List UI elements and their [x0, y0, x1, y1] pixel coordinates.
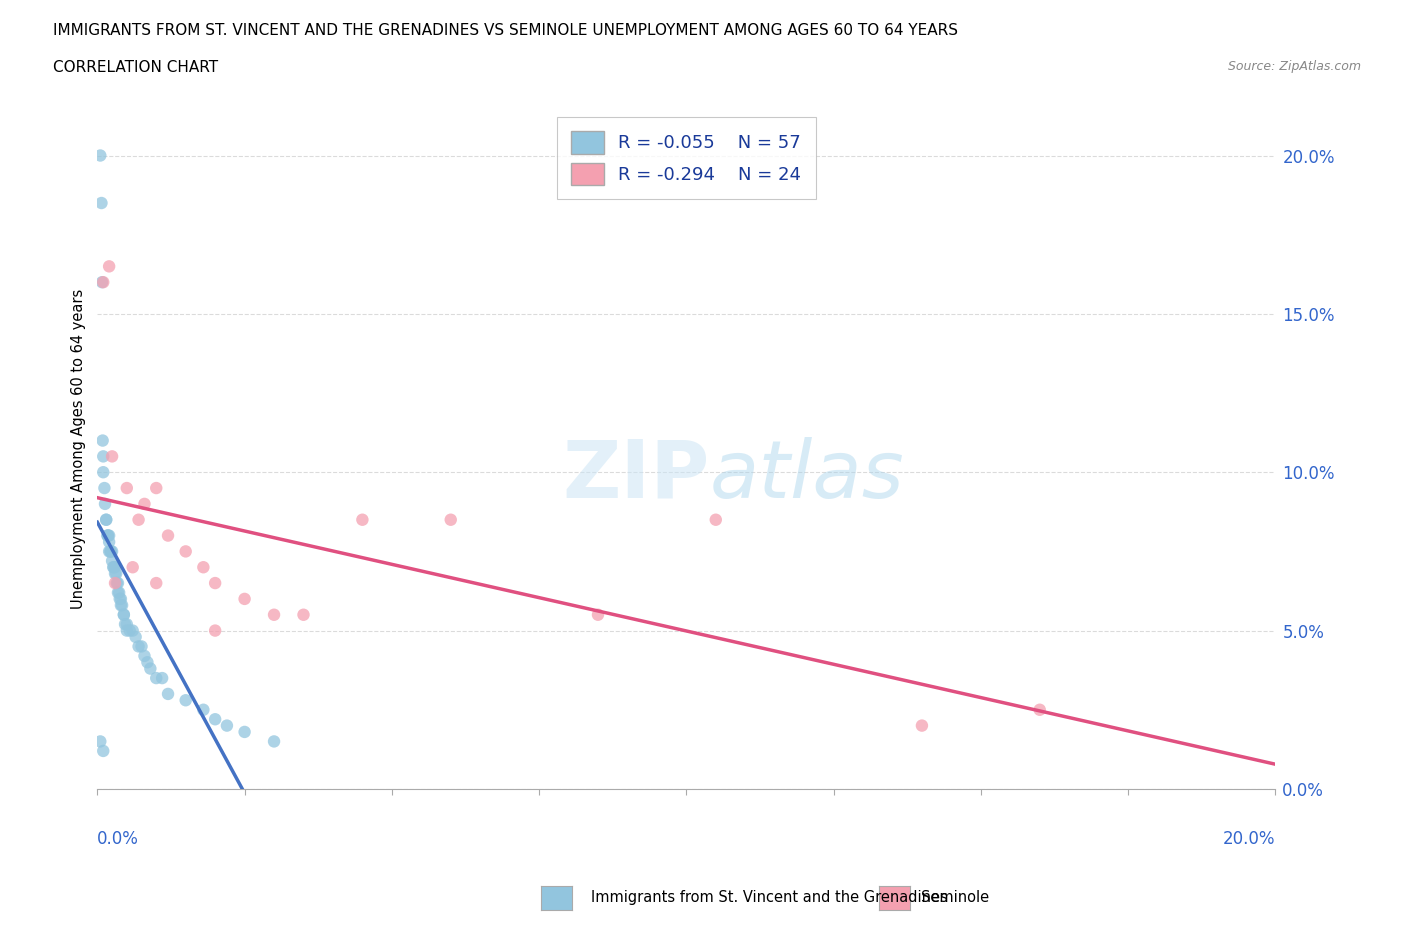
Point [105, 576, 128, 591]
Point [93, 481, 115, 496]
Point [101, 544, 124, 559]
Point [101, 553, 124, 568]
Point [263, 607, 285, 622]
Point [98, 259, 121, 273]
Point [292, 607, 315, 622]
Text: ZIP: ZIP [562, 437, 710, 514]
Point [150, 671, 173, 685]
Point [96, 512, 118, 527]
Text: 20.0%: 20.0% [1223, 830, 1275, 848]
Point [98, 528, 121, 543]
Point [103, 560, 125, 575]
Point [96, 528, 118, 543]
Point [586, 607, 609, 622]
Point [193, 560, 215, 575]
Point [104, 576, 127, 591]
Point [145, 576, 167, 591]
Point [98, 544, 121, 559]
Point [115, 481, 138, 496]
Point [114, 617, 136, 631]
Point [97, 528, 120, 543]
Point [174, 544, 197, 559]
Text: atlas: atlas [710, 437, 904, 514]
Point [108, 585, 131, 600]
Point [121, 623, 143, 638]
Point [128, 639, 150, 654]
Point [91, 274, 114, 289]
Point [440, 512, 463, 527]
Text: Seminole: Seminole [921, 890, 988, 905]
Text: CORRELATION CHART: CORRELATION CHART [53, 60, 218, 75]
Point [98, 544, 121, 559]
Point [121, 560, 143, 575]
Point [90, 195, 112, 210]
Point [115, 623, 138, 638]
Point [107, 576, 129, 591]
Point [233, 724, 256, 739]
Point [105, 566, 128, 581]
Point [124, 630, 146, 644]
Point [104, 566, 127, 581]
Point [96, 512, 118, 527]
Point [131, 639, 153, 654]
Point [128, 512, 150, 527]
Text: 0.0%: 0.0% [97, 830, 139, 848]
Point [100, 544, 122, 559]
Point [704, 512, 727, 527]
Point [97, 528, 120, 543]
Point [89, 148, 111, 163]
Point [139, 661, 162, 676]
Point [136, 655, 159, 670]
Text: IMMIGRANTS FROM ST. VINCENT AND THE GRENADINES VS SEMINOLE UNEMPLOYMENT AMONG AG: IMMIGRANTS FROM ST. VINCENT AND THE GREN… [53, 23, 959, 38]
Point [352, 512, 374, 527]
Point [204, 711, 226, 726]
Point [91, 433, 114, 448]
Point [233, 591, 256, 606]
Point [91, 465, 114, 480]
Point [134, 648, 156, 663]
Point [263, 734, 285, 749]
Point [215, 718, 238, 733]
Point [174, 693, 197, 708]
Point [911, 718, 934, 733]
Point [134, 497, 156, 512]
Point [1028, 702, 1050, 717]
Text: Immigrants from St. Vincent and the Grenadines: Immigrants from St. Vincent and the Gren… [591, 890, 948, 905]
Point [115, 617, 138, 631]
Point [112, 607, 135, 622]
Point [157, 528, 180, 543]
Point [157, 686, 180, 701]
Point [204, 623, 226, 638]
Point [111, 598, 134, 613]
Point [91, 743, 114, 758]
Point [110, 598, 132, 613]
Legend: R = -0.055    N = 57, R = -0.294    N = 24: R = -0.055 N = 57, R = -0.294 N = 24 [557, 117, 815, 199]
Point [110, 591, 132, 606]
Point [101, 449, 124, 464]
Text: Source: ZipAtlas.com: Source: ZipAtlas.com [1227, 60, 1361, 73]
Point [112, 607, 135, 622]
Point [108, 591, 131, 606]
Point [91, 274, 114, 289]
Point [145, 481, 167, 496]
Point [94, 497, 117, 512]
Point [145, 671, 167, 685]
Point [107, 585, 129, 600]
Point [98, 535, 121, 550]
Y-axis label: Unemployment Among Ages 60 to 64 years: Unemployment Among Ages 60 to 64 years [72, 288, 86, 608]
Point [193, 702, 215, 717]
Point [204, 576, 226, 591]
Point [104, 560, 127, 575]
Point [118, 623, 141, 638]
Point [91, 449, 114, 464]
Point [89, 734, 111, 749]
Point [103, 560, 125, 575]
